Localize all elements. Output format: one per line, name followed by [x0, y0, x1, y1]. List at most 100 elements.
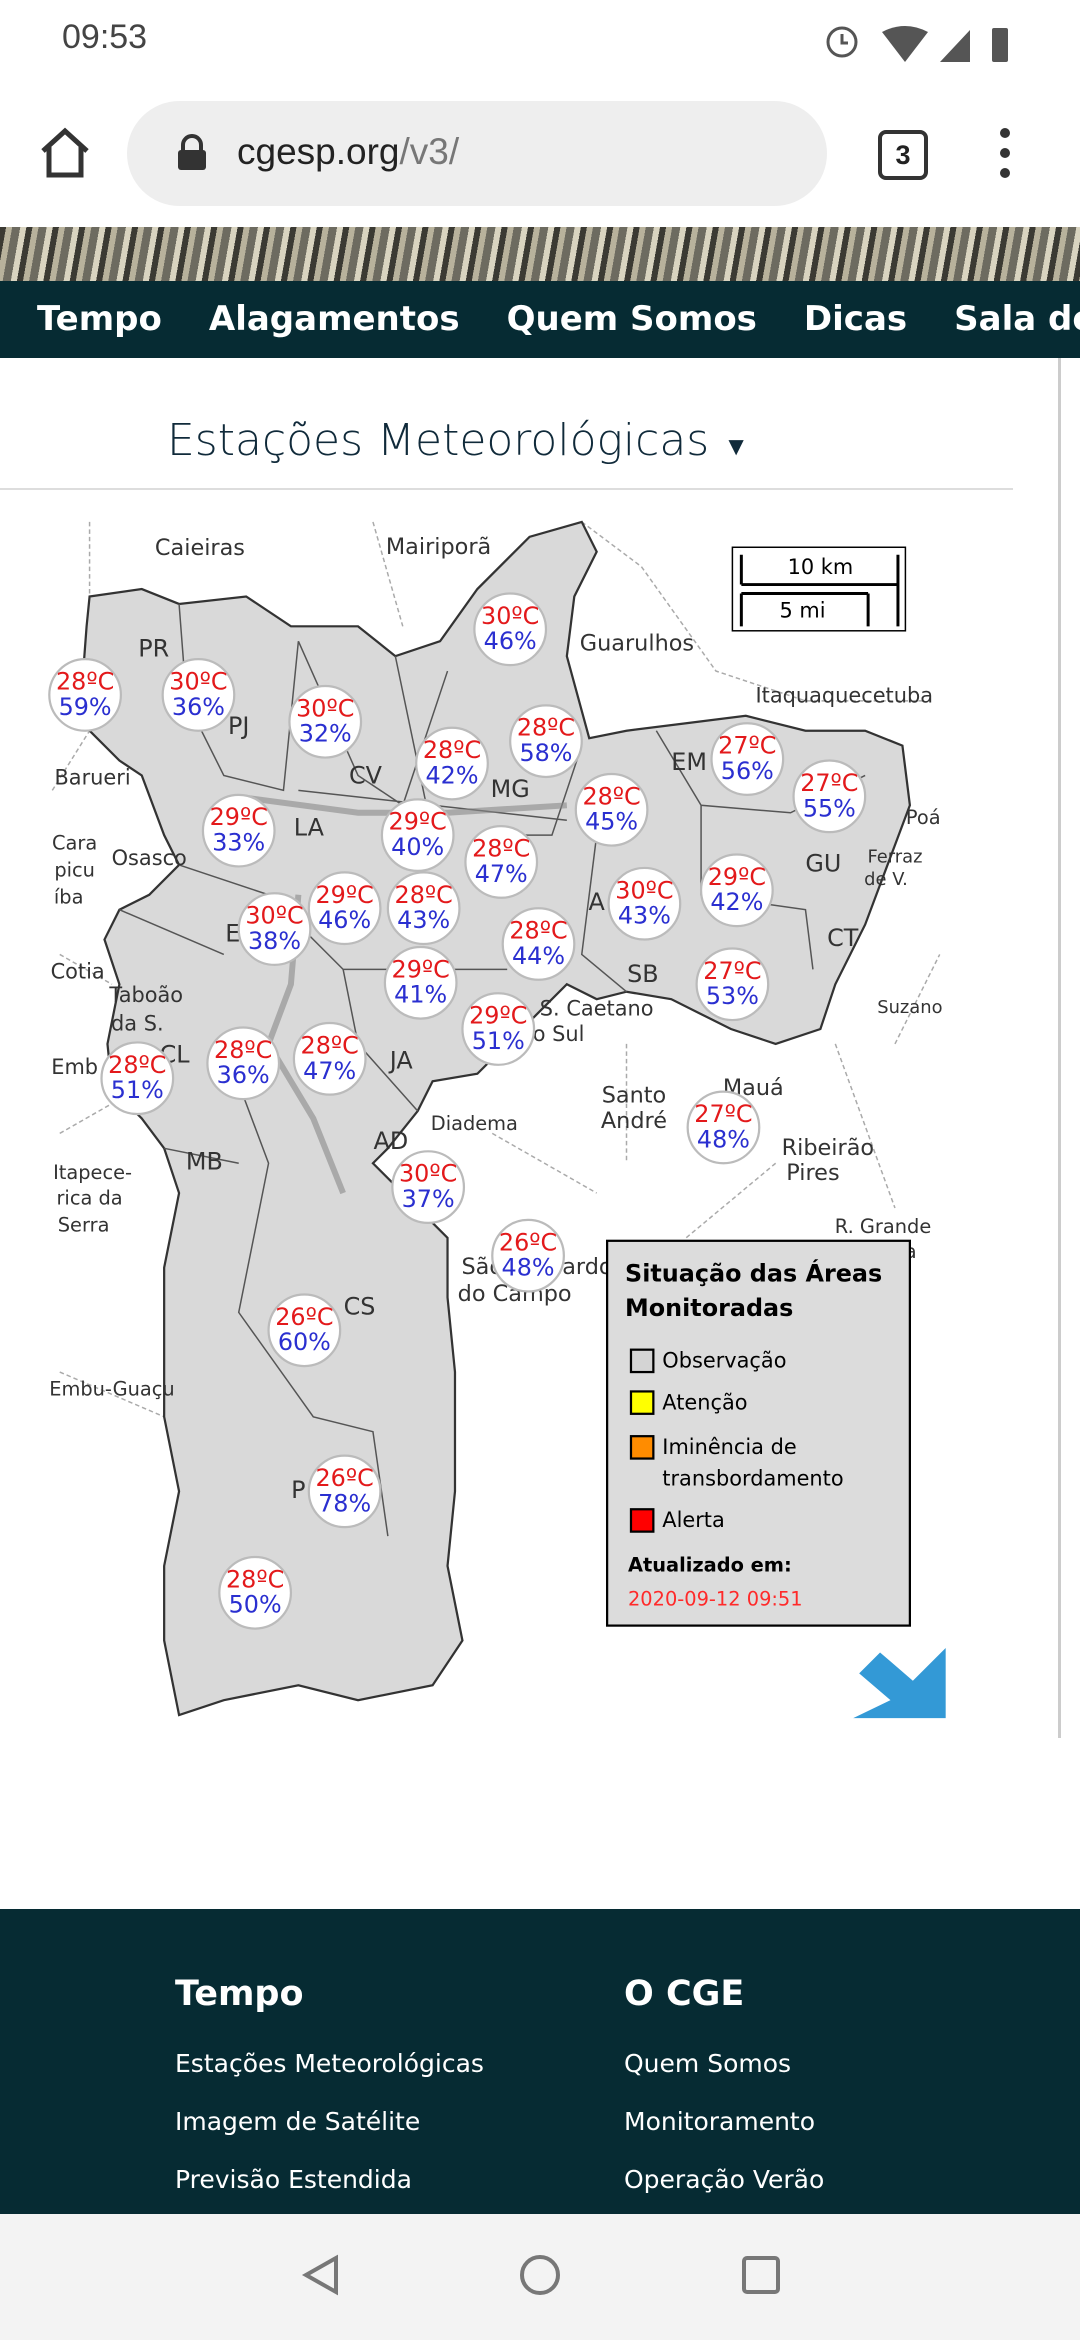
nav-item[interactable]: Alagamentos — [208, 299, 460, 339]
station-badge — [607, 866, 682, 941]
station-badge — [699, 853, 774, 928]
station-humidity: 46% — [318, 906, 371, 934]
legend-item: transbordamento — [662, 1466, 843, 1490]
station-badge — [464, 825, 539, 899]
station-temp: 27ºC — [703, 957, 761, 985]
station-badge — [461, 992, 536, 1066]
home-button[interactable] — [35, 123, 95, 183]
place-label: Ferraz — [867, 846, 922, 867]
place-label: picu — [54, 858, 95, 881]
station-badge — [501, 907, 576, 981]
place-label: MG — [491, 775, 530, 803]
nav-item[interactable]: Sala de Imprensa — [954, 299, 1080, 339]
city-area — [80, 520, 912, 1717]
footer-link[interactable]: Imagem de Satélite — [175, 2107, 421, 2136]
station-humidity: 37% — [402, 1185, 455, 1213]
section-title[interactable]: Estações Meteorológicas ▼ — [167, 415, 749, 466]
station-temp: 26ºC — [499, 1228, 557, 1256]
nav-item[interactable]: Quem Somos — [506, 299, 757, 339]
section-title-text: Estações Meteorológicas — [167, 415, 710, 466]
footer-link[interactable]: Estações Meteorológicas — [175, 2049, 484, 2078]
station-temp: 27ºC — [800, 769, 858, 797]
place-label: CV — [349, 761, 383, 789]
address-bar[interactable]: cgesp.org/v3/ — [127, 101, 827, 206]
station-humidity: 36% — [217, 1061, 270, 1089]
footer-link[interactable]: Quem Somos — [624, 2049, 792, 2078]
place-label: Cotia — [51, 959, 105, 983]
footer-link[interactable]: Operação Verão — [624, 2165, 825, 2194]
station-humidity: 47% — [475, 860, 528, 888]
station-badge — [288, 684, 363, 759]
place-label: PJ — [228, 712, 249, 740]
place-label: Osasco — [112, 846, 187, 870]
legend-box — [605, 1239, 912, 1627]
home-nav-button[interactable] — [520, 2255, 560, 2295]
system-nav-icons — [301, 2254, 780, 2296]
station-temp: 29ºC — [708, 863, 766, 891]
recents-button[interactable] — [742, 2256, 780, 2294]
station-temp: 29ºC — [315, 881, 373, 909]
tab-count[interactable]: 3 — [878, 130, 928, 180]
station-humidity: 50% — [229, 1591, 282, 1619]
footer-link[interactable]: Monitoramento — [624, 2107, 816, 2136]
station-humidity: 41% — [394, 981, 447, 1009]
url-host: cgesp.org — [237, 131, 400, 172]
place-label: Itaquaquecetuba — [756, 683, 934, 707]
station-badge — [206, 1026, 281, 1101]
place-label: SB — [627, 960, 659, 988]
station-humidity: 32% — [299, 720, 352, 748]
station-temp: 29ºC — [210, 803, 268, 831]
legend-title: Monitoradas — [625, 1294, 793, 1322]
footer-link[interactable]: Previsão Estendida — [175, 2165, 412, 2194]
legend-swatch — [629, 1435, 655, 1460]
nav-item[interactable]: Tempo — [37, 299, 162, 339]
station-temp: 30ºC — [296, 694, 354, 722]
footer-heading: Tempo — [175, 1974, 304, 2014]
place-label: André — [601, 1108, 667, 1134]
back-button[interactable] — [301, 2254, 338, 2296]
station-badge — [792, 759, 867, 834]
station-badge — [48, 658, 123, 732]
expand-button[interactable] — [853, 1647, 946, 1719]
footer-heading: O CGE — [624, 1974, 745, 2014]
menu-button[interactable] — [995, 125, 1015, 185]
place-label: JA — [388, 1046, 414, 1074]
station-badge — [386, 871, 461, 946]
legend-swatch — [629, 1508, 655, 1533]
place-label: P — [291, 1476, 305, 1504]
status-bar: 09:53 — [0, 0, 1080, 90]
station-temp: 26ºC — [315, 1464, 373, 1492]
neighbor-outline — [51, 521, 941, 1418]
nav-item[interactable]: Dicas — [803, 299, 908, 339]
